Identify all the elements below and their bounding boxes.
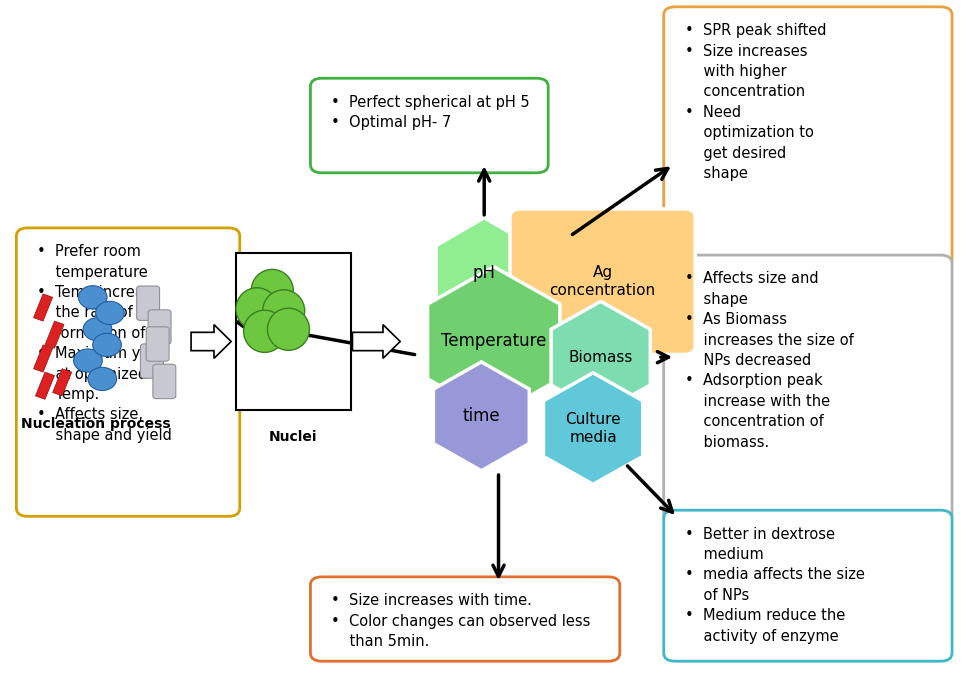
Polygon shape: [34, 345, 53, 372]
FancyBboxPatch shape: [310, 577, 620, 661]
Ellipse shape: [268, 308, 309, 350]
Ellipse shape: [236, 288, 278, 330]
Ellipse shape: [95, 301, 124, 324]
Ellipse shape: [244, 310, 286, 352]
FancyBboxPatch shape: [310, 79, 548, 173]
Ellipse shape: [78, 285, 107, 309]
Text: •  Affects size and
    shape
•  As Biomass
    increases the size of
    NPs de: • Affects size and shape • As Biomass in…: [685, 271, 853, 449]
FancyBboxPatch shape: [664, 7, 952, 268]
Text: Nucleation process: Nucleation process: [21, 417, 170, 432]
Text: Culture
media: Culture media: [565, 413, 621, 445]
Polygon shape: [543, 373, 642, 484]
Text: time: time: [462, 407, 500, 426]
Polygon shape: [433, 362, 530, 471]
Polygon shape: [45, 321, 65, 348]
FancyBboxPatch shape: [153, 364, 176, 399]
Polygon shape: [436, 218, 533, 329]
Ellipse shape: [251, 269, 294, 311]
Text: Temperature: Temperature: [441, 333, 546, 350]
Polygon shape: [551, 301, 650, 413]
Text: Nuclei: Nuclei: [269, 430, 318, 444]
Text: •  Size increases with time.
•  Color changes can observed less
    than 5min.: • Size increases with time. • Color chan…: [331, 593, 591, 649]
Polygon shape: [36, 372, 55, 400]
Ellipse shape: [73, 349, 102, 372]
FancyBboxPatch shape: [664, 255, 952, 523]
Ellipse shape: [92, 333, 121, 357]
FancyBboxPatch shape: [146, 327, 169, 361]
FancyBboxPatch shape: [141, 344, 164, 378]
Text: Ag
concentration: Ag concentration: [550, 266, 656, 298]
Ellipse shape: [88, 367, 117, 391]
Polygon shape: [34, 294, 53, 321]
Ellipse shape: [83, 318, 112, 341]
FancyBboxPatch shape: [16, 228, 240, 516]
Ellipse shape: [263, 290, 304, 332]
FancyArrow shape: [191, 324, 231, 359]
FancyBboxPatch shape: [510, 209, 695, 354]
FancyBboxPatch shape: [236, 253, 351, 410]
Text: Biomass: Biomass: [568, 350, 633, 365]
FancyBboxPatch shape: [148, 310, 171, 344]
Polygon shape: [53, 369, 71, 396]
FancyArrow shape: [352, 324, 401, 359]
Text: pH: pH: [473, 264, 496, 283]
FancyBboxPatch shape: [137, 286, 160, 320]
Text: •  Prefer room
    temperature
•  Temp increase
    the rate of
    formation of: • Prefer room temperature • Temp increas…: [38, 245, 172, 443]
FancyBboxPatch shape: [664, 510, 952, 661]
Text: •  SPR peak shifted
•  Size increases
    with higher
    concentration
•  Need
: • SPR peak shifted • Size increases with…: [685, 23, 826, 181]
Text: •  Perfect spherical at pH 5
•  Optimal pH- 7: • Perfect spherical at pH 5 • Optimal pH…: [331, 94, 530, 130]
Text: •  Better in dextrose
    medium
•  media affects the size
    of NPs
•  Medium : • Better in dextrose medium • media affe…: [685, 527, 865, 643]
Polygon shape: [428, 266, 560, 417]
